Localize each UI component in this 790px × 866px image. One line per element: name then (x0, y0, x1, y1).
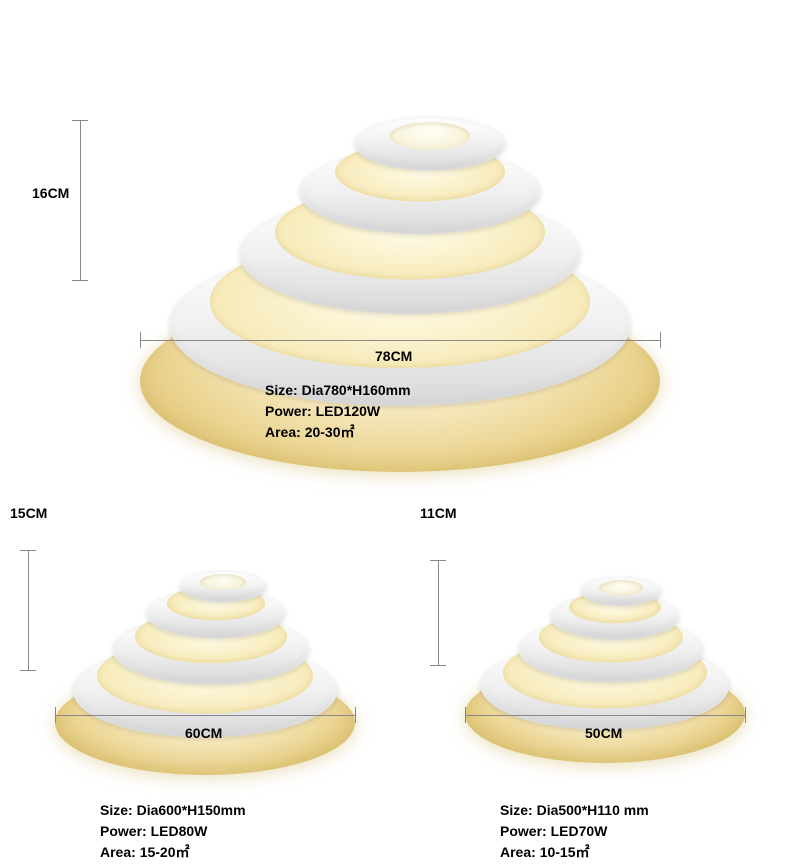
product-medium: 15CM 60CM (10, 490, 380, 780)
spec-area-label: Area: (265, 424, 301, 440)
spec-power-row: Power: LED120W (265, 401, 411, 422)
dim-tick (745, 707, 746, 723)
spec-size-label: Size: (500, 802, 533, 818)
lamp-ring (390, 122, 470, 150)
dim-tick (465, 707, 466, 723)
spec-power-label: Power: (265, 403, 312, 419)
spec-size-row: Size: Dia500*H110 mm (500, 800, 649, 821)
dim-line-v-small (438, 560, 439, 665)
spec-size-row: Size: Dia780*H160mm (265, 380, 411, 401)
spec-area-value: 10-15㎡ (540, 844, 590, 860)
spec-area-row: Area: 20-30㎡ (265, 422, 411, 443)
spec-block-medium: Size: Dia600*H150mm Power: LED80W Area: … (100, 800, 246, 863)
spec-area-row: Area: 15-20㎡ (100, 842, 246, 863)
product-small: 11CM 50CM (420, 490, 780, 780)
dim-tick (20, 550, 36, 551)
dim-line-h-small (465, 715, 745, 716)
spec-power-value: LED80W (151, 823, 208, 839)
spec-size-value: Dia600*H150mm (137, 802, 246, 818)
dim-tick (55, 707, 56, 723)
spec-size-label: Size: (100, 802, 133, 818)
spec-block-large: Size: Dia780*H160mm Power: LED120W Area:… (265, 380, 411, 443)
spec-power-label: Power: (100, 823, 147, 839)
width-label-small: 50CM (585, 725, 622, 741)
lamp-visual-small (465, 540, 745, 690)
width-label-medium: 60CM (185, 725, 222, 741)
dim-line-h-large (140, 340, 660, 341)
height-label-medium: 15CM (10, 505, 47, 521)
height-label-small: 11CM (420, 505, 457, 521)
spec-area-value: 20-30㎡ (305, 424, 355, 440)
dim-tick (72, 280, 88, 281)
dim-tick (430, 560, 446, 561)
spec-size-label: Size: (265, 382, 298, 398)
dim-line-v-medium (28, 550, 29, 670)
dim-tick (430, 665, 446, 666)
dim-tick (660, 332, 661, 348)
lamp-visual-large (140, 50, 660, 330)
dim-tick (72, 120, 88, 121)
dim-line-v-large (80, 120, 81, 280)
spec-power-row: Power: LED70W (500, 821, 649, 842)
spec-area-row: Area: 10-15㎡ (500, 842, 649, 863)
height-label-large: 16CM (32, 185, 69, 201)
lamp-visual-medium (55, 530, 355, 700)
spec-area-value: 15-20㎡ (140, 844, 190, 860)
spec-area-label: Area: (100, 844, 136, 860)
spec-power-row: Power: LED80W (100, 821, 246, 842)
spec-area-label: Area: (500, 844, 536, 860)
spec-block-small: Size: Dia500*H110 mm Power: LED70W Area:… (500, 800, 649, 863)
dim-tick (140, 332, 141, 348)
dim-tick (355, 707, 356, 723)
spec-size-row: Size: Dia600*H150mm (100, 800, 246, 821)
lamp-ring (599, 580, 643, 595)
dim-line-h-medium (55, 715, 355, 716)
spec-size-value: Dia500*H110 mm (537, 802, 649, 818)
dim-tick (20, 670, 36, 671)
lamp-ring (200, 574, 246, 590)
spec-power-value: LED120W (316, 403, 381, 419)
width-label-large: 78CM (375, 348, 412, 364)
spec-power-label: Power: (500, 823, 547, 839)
spec-size-value: Dia780*H160mm (302, 382, 411, 398)
spec-power-value: LED70W (551, 823, 608, 839)
